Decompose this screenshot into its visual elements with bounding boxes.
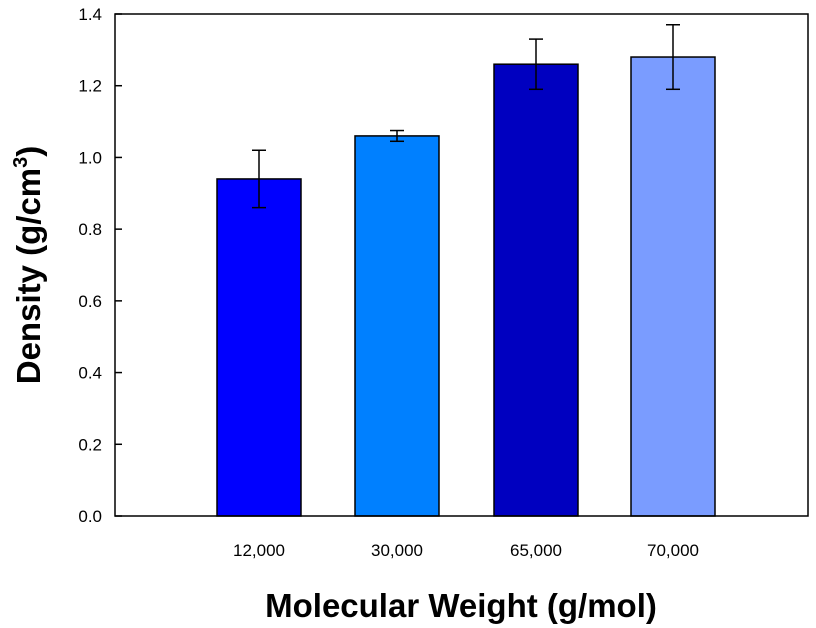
bar — [493, 63, 579, 517]
bar — [630, 56, 716, 517]
y-tick-label: 1.2 — [78, 77, 102, 96]
y-axis-title-main: Density (g/cm — [10, 168, 47, 384]
plot-frame — [114, 13, 809, 517]
bar — [216, 178, 302, 517]
x-tick-label: 30,000 — [371, 541, 423, 560]
x-tick-label: 12,000 — [233, 541, 285, 560]
y-tick-label: 1.4 — [78, 5, 102, 24]
y-axis-title-superscript: 3 — [10, 157, 32, 168]
bar — [354, 135, 440, 517]
error-bars-layer — [252, 24, 680, 209]
y-axis-title-suffix: ) — [10, 146, 47, 157]
y-axis-title: Density (g/cm3) — [10, 146, 47, 385]
y-tick-label: 0.4 — [78, 364, 102, 383]
y-tick-label: 0.8 — [78, 220, 102, 239]
y-tick-label: 0.2 — [78, 435, 102, 454]
x-tick-label: 70,000 — [647, 541, 699, 560]
x-axis-title: Molecular Weight (g/mol) — [265, 587, 657, 624]
x-axis: 12,000 30,000 65,000 70,000 — [233, 541, 699, 560]
bars-layer — [216, 56, 716, 517]
y-tick-label: 1.0 — [78, 148, 102, 167]
x-tick-label: 65,000 — [510, 541, 562, 560]
y-tick-label: 0.6 — [78, 292, 102, 311]
y-tick-label: 0.0 — [78, 507, 102, 526]
y-axis: 0.0 0.2 0.4 0.6 0.8 1.0 1.2 1.4 — [78, 5, 122, 526]
